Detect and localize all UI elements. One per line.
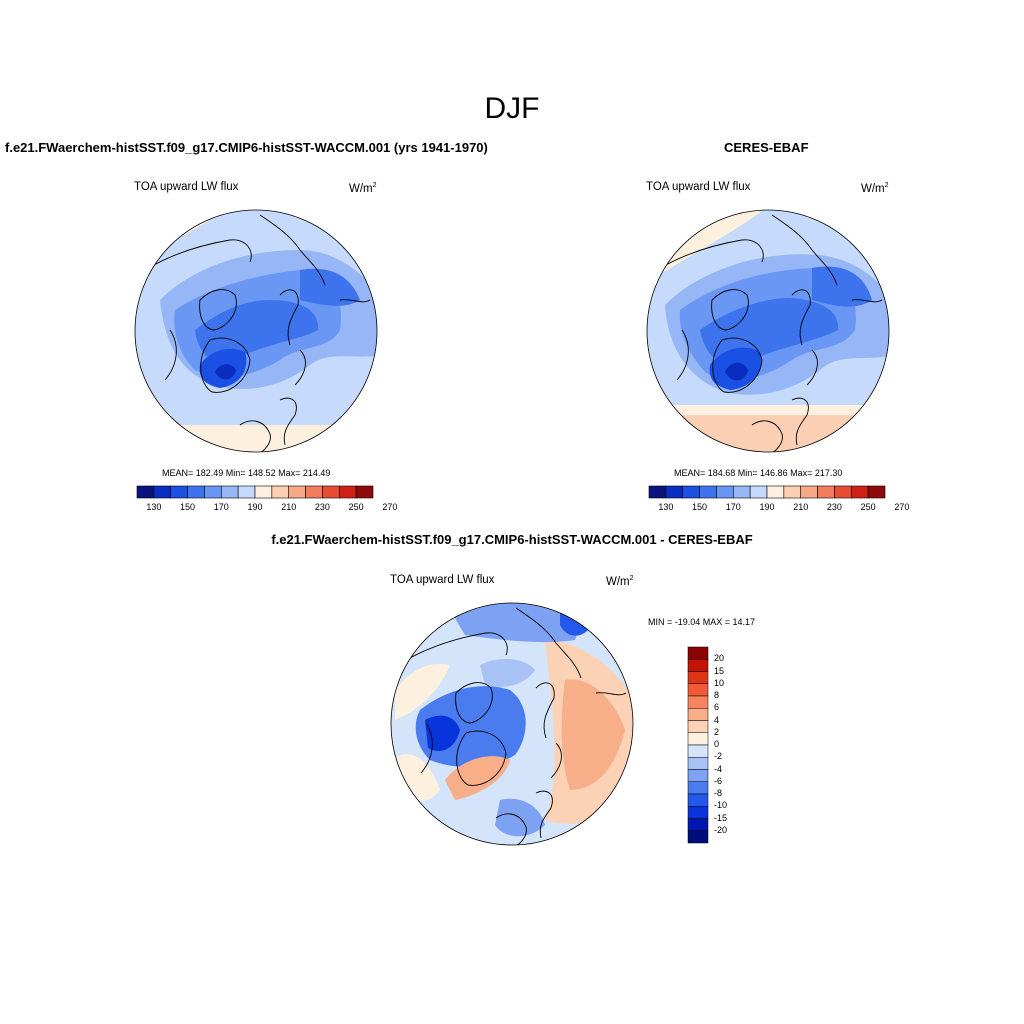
- obs-units-label: W/m2: [861, 182, 889, 195]
- model-colorbar: [136, 485, 374, 499]
- colorbar-swatch: [220, 485, 239, 499]
- diff-colorbar-tick-label: -10: [714, 800, 728, 811]
- colorbar-tick-label: 270: [894, 502, 910, 512]
- diff-colorbar-tick-label: 8: [714, 690, 720, 700]
- obs-colorbar: [648, 485, 886, 499]
- colorbar-tick-label: 130: [658, 502, 674, 512]
- obs-variable-label: TOA upward LW flux: [646, 181, 751, 193]
- diff-colorbar-tick-label: -4: [714, 763, 723, 774]
- colorbar-swatch: [682, 485, 700, 499]
- colorbar-swatch: [355, 485, 374, 499]
- diff-variable-label: TOA upward LW flux: [390, 574, 495, 586]
- colorbar-swatch: [288, 485, 306, 499]
- diff-panel-title: f.e21.FWaerchem-histSST.f09_g17.CMIP6-hi…: [271, 532, 753, 547]
- colorbar-tick-label: 150: [180, 502, 196, 512]
- diff-colorbar-swatch: [687, 806, 709, 819]
- colorbar-tick-label: 270: [382, 502, 398, 512]
- colorbar-swatch: [749, 485, 768, 499]
- colorbar-tick-label: 190: [247, 502, 263, 512]
- colorbar-swatch: [699, 485, 717, 499]
- colorbar-swatch: [850, 485, 869, 499]
- colorbar-swatch: [766, 485, 785, 499]
- model-stats: MEAN= 182.49 Min= 148.52 Max= 214.49: [162, 468, 331, 478]
- diff-colorbar-swatch: [687, 818, 709, 831]
- diff-colorbar-swatch: [687, 744, 709, 758]
- colorbar-swatch: [170, 485, 188, 499]
- colorbar-swatch: [271, 485, 290, 499]
- diff-colorbar-tick-label: -20: [714, 824, 728, 835]
- diff-colorbar-swatch: [687, 781, 709, 795]
- colorbar-tick-label: 130: [146, 502, 162, 512]
- colorbar-swatch: [834, 485, 852, 499]
- colorbar-swatch: [716, 485, 734, 499]
- diff-colorbar-tick-label: 6: [714, 702, 720, 713]
- diff-colorbar: [687, 646, 709, 844]
- colorbar-tick-label: 230: [826, 502, 842, 512]
- diff-map-field: [391, 603, 633, 845]
- diff-colorbar-swatch: [687, 830, 709, 844]
- colorbar-tick-label: 250: [860, 502, 876, 512]
- colorbar-swatch: [867, 485, 886, 499]
- colorbar-tick-label: 170: [725, 502, 741, 512]
- model-panel-title: f.e21.FWaerchem-histSST.f09_g17.CMIP6-hi…: [5, 140, 488, 155]
- colorbar-swatch: [237, 485, 256, 499]
- colorbar-swatch: [204, 485, 222, 499]
- diff-units-label: W/m2: [606, 575, 634, 588]
- obs-stats: MEAN= 184.68 Min= 146.86 Max= 217.30: [674, 468, 843, 478]
- colorbar-swatch: [254, 485, 273, 499]
- colorbar-swatch: [322, 485, 340, 499]
- diff-colorbar-tick-label: -8: [714, 788, 723, 798]
- colorbar-swatch: [305, 485, 323, 499]
- diff-colorbar-swatch: [687, 646, 709, 660]
- model-variable-label: TOA upward LW flux: [134, 181, 239, 193]
- diff-colorbar-swatch: [687, 695, 709, 709]
- diff-colorbar-tick-label: 4: [714, 714, 720, 725]
- diff-colorbar-swatch: [687, 732, 709, 746]
- diff-colorbar-swatch: [687, 708, 709, 721]
- diff-colorbar-swatch: [687, 793, 709, 807]
- obs-coastlines: [656, 214, 883, 452]
- colorbar-tick-label: 170: [213, 502, 229, 512]
- diff-colorbar-tick-label: 20: [714, 653, 725, 664]
- colorbar-tick-label: 210: [281, 502, 297, 512]
- diff-colorbar-tick-label: 15: [714, 665, 725, 676]
- season-title: DJF: [484, 92, 540, 125]
- colorbar-swatch: [732, 485, 751, 499]
- diff-colorbar-tick-label: -2: [714, 751, 723, 762]
- colorbar-swatch: [783, 485, 802, 499]
- diff-colorbar-swatch: [687, 720, 709, 733]
- colorbar-swatch: [817, 485, 835, 499]
- colorbar-tick-label: 150: [692, 502, 708, 512]
- obs-panel-title: CERES-EBAF: [724, 140, 809, 155]
- colorbar-tick-label: 250: [348, 502, 364, 512]
- colorbar-swatch: [648, 485, 667, 499]
- colorbar-swatch: [187, 485, 205, 499]
- diff-colorbar-swatch: [687, 757, 709, 770]
- diff-colorbar-tick-label: -6: [714, 775, 723, 786]
- model-units-label: W/m2: [349, 182, 377, 195]
- diff-colorbar-tick-label: 0: [714, 739, 720, 749]
- diff-coastlines: [400, 607, 627, 845]
- colorbar-swatch: [136, 485, 155, 499]
- diff-colorbar-swatch: [687, 671, 709, 684]
- colorbar-swatch: [153, 485, 172, 499]
- diff-colorbar-swatch: [687, 769, 709, 782]
- diff-colorbar-tick-label: 2: [714, 726, 720, 737]
- diff-colorbar-tick-label: 10: [714, 677, 725, 688]
- obs-map-field: [647, 210, 889, 452]
- model-map-field: [135, 210, 377, 452]
- colorbar-swatch: [338, 485, 357, 499]
- diff-colorbar-tick-label: -15: [714, 812, 728, 823]
- model-coastlines: [144, 214, 371, 452]
- diff-colorbar-swatch: [687, 659, 709, 672]
- colorbar-swatch: [665, 485, 684, 499]
- colorbar-tick-label: 210: [793, 502, 809, 512]
- colorbar-tick-label: 230: [314, 502, 330, 512]
- diff-stats: MIN = -19.04 MAX = 14.17: [648, 617, 756, 627]
- colorbar-tick-label: 190: [759, 502, 775, 512]
- diff-colorbar-swatch: [687, 683, 709, 697]
- colorbar-swatch: [800, 485, 818, 499]
